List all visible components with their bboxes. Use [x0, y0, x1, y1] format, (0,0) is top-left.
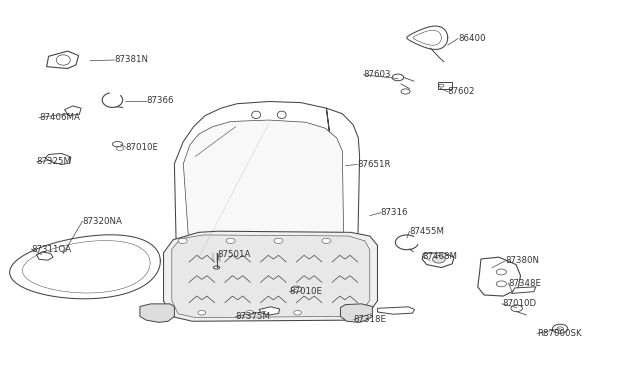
Circle shape	[342, 311, 349, 315]
Polygon shape	[174, 102, 360, 304]
Circle shape	[178, 238, 187, 243]
Polygon shape	[422, 253, 454, 267]
Circle shape	[439, 84, 444, 87]
Polygon shape	[47, 51, 79, 68]
Polygon shape	[65, 106, 81, 116]
Text: 87468M: 87468M	[422, 252, 457, 261]
Circle shape	[557, 327, 563, 331]
Text: 87651R: 87651R	[357, 160, 390, 169]
Circle shape	[246, 311, 253, 315]
Ellipse shape	[113, 141, 123, 147]
Text: 87318E: 87318E	[354, 315, 387, 324]
Ellipse shape	[252, 111, 260, 119]
Circle shape	[552, 324, 568, 333]
Circle shape	[496, 269, 506, 275]
Text: 87010D: 87010D	[502, 299, 536, 308]
Text: 87381N: 87381N	[115, 55, 148, 64]
Polygon shape	[172, 235, 370, 318]
Text: 87311QA: 87311QA	[31, 244, 72, 253]
Polygon shape	[140, 304, 174, 323]
Text: 87380N: 87380N	[505, 256, 539, 265]
Text: 86400: 86400	[458, 34, 486, 43]
Ellipse shape	[56, 55, 70, 65]
Text: 87375M: 87375M	[236, 312, 271, 321]
Text: 87406MA: 87406MA	[39, 113, 80, 122]
Text: 87602: 87602	[448, 87, 476, 96]
Circle shape	[511, 305, 522, 312]
Text: 87010E: 87010E	[126, 142, 159, 151]
Text: 87320NA: 87320NA	[83, 217, 122, 226]
Bar	[438, 82, 452, 89]
Polygon shape	[183, 120, 344, 294]
Circle shape	[294, 311, 301, 315]
Circle shape	[198, 311, 205, 315]
Polygon shape	[45, 153, 71, 164]
Ellipse shape	[116, 147, 124, 150]
Circle shape	[274, 238, 283, 243]
Text: 87501A: 87501A	[218, 250, 251, 259]
Circle shape	[322, 238, 331, 243]
Text: 87348E: 87348E	[508, 279, 541, 288]
Text: 87455M: 87455M	[410, 227, 444, 236]
Ellipse shape	[213, 266, 220, 269]
Polygon shape	[259, 307, 280, 315]
Text: R87000SK: R87000SK	[537, 329, 582, 338]
Circle shape	[433, 256, 445, 263]
Circle shape	[291, 286, 301, 292]
Circle shape	[226, 238, 235, 243]
Circle shape	[496, 281, 506, 287]
Text: 87010E: 87010E	[289, 287, 323, 296]
Polygon shape	[36, 252, 53, 260]
Ellipse shape	[277, 111, 286, 119]
Polygon shape	[164, 231, 378, 321]
Polygon shape	[378, 307, 415, 314]
Polygon shape	[340, 304, 372, 323]
Text: 87366: 87366	[147, 96, 174, 105]
Circle shape	[401, 89, 410, 94]
Circle shape	[392, 74, 404, 81]
Polygon shape	[477, 257, 520, 296]
Text: 87325M: 87325M	[36, 157, 72, 166]
Text: 87603: 87603	[364, 70, 391, 79]
Polygon shape	[511, 287, 536, 294]
Text: 87316: 87316	[381, 208, 408, 217]
